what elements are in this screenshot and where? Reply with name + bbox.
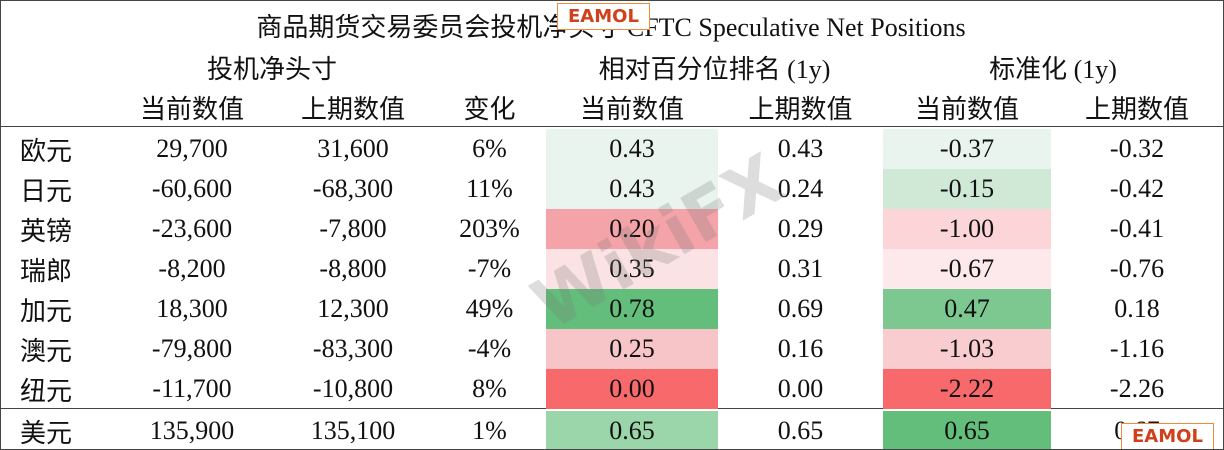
cell: 0.25	[546, 329, 718, 369]
cell: 135,100	[310, 416, 396, 445]
cell: 0.65	[883, 411, 1051, 449]
column-header: 上期数值	[1084, 94, 1189, 124]
group-header: 标准化 (1y)	[989, 54, 1117, 84]
cell: -11,700	[152, 374, 232, 403]
column-header: 变化	[463, 94, 516, 124]
group-header: 相对百分位排名 (1y)	[598, 54, 831, 84]
column-header: 当前数值	[579, 94, 684, 124]
group-header: 投机净头寸	[206, 54, 337, 84]
cell: 0.43	[777, 134, 824, 163]
header-rule	[1, 126, 1223, 127]
cell: 0.43	[546, 169, 718, 209]
cell: -10,800	[312, 374, 394, 403]
cell: 0.43	[546, 129, 718, 169]
row-label: 纽元	[19, 376, 72, 406]
row-label: 欧元	[19, 136, 72, 166]
cell: 0.20	[546, 209, 718, 249]
cell: -0.32	[1109, 134, 1165, 163]
column-header: 上期数值	[748, 94, 853, 124]
cell: 0.18	[1114, 294, 1160, 323]
cell: 0.16	[777, 334, 824, 363]
cell: 8%	[472, 374, 507, 403]
cell: 1%	[472, 416, 507, 445]
cell: -68,300	[312, 174, 394, 203]
cell: -0.41	[1109, 214, 1165, 243]
cell: 0.47	[883, 289, 1051, 329]
cell: 0.35	[546, 249, 718, 289]
cell: -0.42	[1109, 174, 1165, 203]
cell: 135,900	[149, 416, 235, 445]
cell: -8,200	[158, 254, 226, 283]
cell: 0.24	[777, 174, 824, 203]
cell: -0.37	[883, 129, 1051, 169]
row-label: 美元	[19, 418, 72, 448]
cell: 31,600	[317, 134, 389, 163]
column-header: 当前数值	[914, 94, 1019, 124]
cell: -4%	[467, 334, 512, 363]
cell: 12,300	[317, 294, 389, 323]
watermark: EAMOL	[557, 3, 650, 30]
cell: 18,300	[156, 294, 228, 323]
cell: 0.78	[546, 289, 718, 329]
cell: 0.00	[777, 374, 824, 403]
cell: -7,800	[319, 214, 387, 243]
column-header: 当前数值	[139, 94, 244, 124]
cell: 203%	[459, 214, 520, 243]
cell: 0.65	[777, 416, 824, 445]
row-label: 澳元	[19, 336, 72, 366]
cell: -0.15	[883, 169, 1051, 209]
cell: -79,800	[151, 334, 233, 363]
cell: -23,600	[151, 214, 233, 243]
cell: 0.29	[777, 214, 824, 243]
cell: -2.22	[883, 369, 1051, 409]
watermark: EAMOL	[1121, 423, 1214, 449]
cell: 0.65	[546, 411, 718, 449]
cell: -2.26	[1109, 374, 1165, 403]
row-label: 英镑	[19, 216, 72, 246]
cell: 11%	[466, 174, 513, 203]
cell: -83,300	[312, 334, 394, 363]
cell: -0.76	[1109, 254, 1165, 283]
cell: -8,800	[319, 254, 387, 283]
row-label: 加元	[19, 296, 72, 326]
cell: 0.00	[546, 369, 718, 409]
cell: -7%	[467, 254, 512, 283]
cell: -1.03	[883, 329, 1051, 369]
row-label: 瑞郎	[19, 256, 72, 286]
cell: 49%	[465, 294, 514, 323]
cell: -60,600	[151, 174, 233, 203]
cell: 0.69	[777, 294, 824, 323]
cell: 6%	[472, 134, 507, 163]
cell: 0.31	[777, 254, 824, 283]
cell: -1.16	[1109, 334, 1165, 363]
cell: -0.67	[883, 249, 1051, 289]
column-header: 上期数值	[300, 94, 405, 124]
cell: -1.00	[883, 209, 1051, 249]
row-label: 日元	[19, 176, 72, 206]
cell: 29,700	[156, 134, 228, 163]
